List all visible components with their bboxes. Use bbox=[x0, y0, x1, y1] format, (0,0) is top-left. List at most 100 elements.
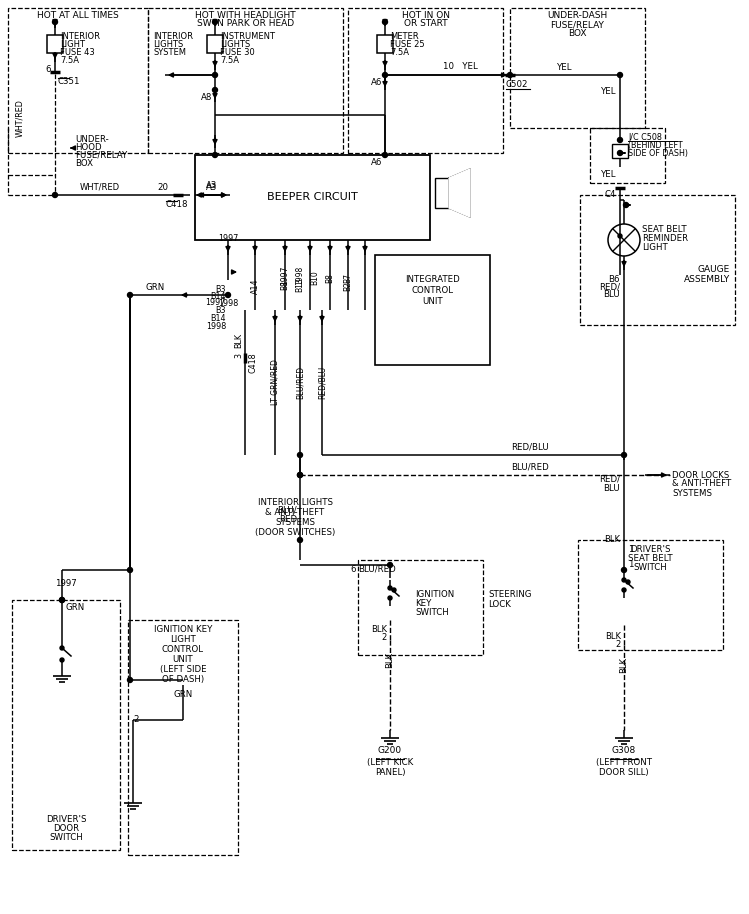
Text: 1997: 1997 bbox=[55, 579, 77, 588]
Circle shape bbox=[297, 452, 303, 458]
Bar bbox=[8, 8, 148, 153]
Text: BLU/RED: BLU/RED bbox=[358, 565, 395, 574]
Text: BLK: BLK bbox=[604, 535, 620, 544]
Text: RED/BLU: RED/BLU bbox=[511, 443, 549, 452]
Circle shape bbox=[383, 153, 387, 157]
Text: 7.5A: 7.5A bbox=[390, 48, 409, 57]
Text: (LEFT SIDE: (LEFT SIDE bbox=[160, 665, 206, 674]
Text: INSTRUMENT: INSTRUMENT bbox=[220, 32, 275, 41]
Text: C418: C418 bbox=[166, 200, 189, 209]
Text: A3: A3 bbox=[206, 183, 218, 192]
Circle shape bbox=[127, 677, 133, 683]
Text: CONTROL: CONTROL bbox=[411, 286, 453, 295]
Text: BLU/: BLU/ bbox=[277, 505, 297, 515]
Circle shape bbox=[387, 562, 392, 568]
Circle shape bbox=[213, 72, 217, 78]
Text: YEL: YEL bbox=[601, 87, 616, 96]
Text: BLK: BLK bbox=[371, 625, 387, 634]
Text: RED/BLU: RED/BLU bbox=[318, 366, 327, 399]
Text: B2: B2 bbox=[344, 282, 353, 291]
Text: DOOR SILL): DOOR SILL) bbox=[599, 768, 649, 777]
Text: FUSE/RELAY: FUSE/RELAY bbox=[75, 151, 127, 160]
Text: UNDER-DASH: UNDER-DASH bbox=[548, 11, 607, 20]
Circle shape bbox=[297, 537, 303, 543]
Circle shape bbox=[297, 473, 303, 477]
Text: A3: A3 bbox=[206, 181, 218, 190]
Text: SWITCH: SWITCH bbox=[49, 833, 83, 842]
Text: 7.5A: 7.5A bbox=[60, 56, 79, 65]
Text: INTEGRATED: INTEGRATED bbox=[405, 275, 460, 284]
Circle shape bbox=[213, 88, 217, 92]
Text: 6: 6 bbox=[351, 565, 356, 574]
Circle shape bbox=[383, 19, 387, 25]
Circle shape bbox=[622, 452, 626, 458]
Polygon shape bbox=[449, 169, 470, 217]
Text: 6: 6 bbox=[46, 66, 51, 75]
Circle shape bbox=[508, 72, 512, 78]
Text: DRIVER'S: DRIVER'S bbox=[46, 815, 86, 824]
Text: (LEFT FRONT: (LEFT FRONT bbox=[596, 758, 652, 767]
Bar bbox=[12, 600, 120, 850]
FancyBboxPatch shape bbox=[612, 144, 628, 158]
Text: LIGHT: LIGHT bbox=[60, 40, 85, 49]
Text: OR START: OR START bbox=[404, 19, 447, 28]
Text: DOOR: DOOR bbox=[53, 824, 79, 833]
Text: GAUGE: GAUGE bbox=[698, 265, 730, 274]
Circle shape bbox=[622, 568, 626, 572]
Text: WHT/RED: WHT/RED bbox=[16, 99, 25, 137]
Text: IGNITION: IGNITION bbox=[415, 590, 454, 599]
Text: 1997: 1997 bbox=[218, 234, 238, 243]
Text: FUSE 25: FUSE 25 bbox=[390, 40, 425, 49]
Circle shape bbox=[60, 658, 64, 662]
Text: 20: 20 bbox=[157, 183, 169, 192]
Text: RED/: RED/ bbox=[599, 282, 620, 291]
Text: (BEHIND LEFT: (BEHIND LEFT bbox=[628, 141, 682, 150]
Bar bbox=[580, 195, 735, 325]
Text: GRN: GRN bbox=[173, 690, 192, 699]
Circle shape bbox=[52, 19, 58, 25]
Text: BLU/RED: BLU/RED bbox=[511, 463, 549, 472]
Bar bbox=[148, 8, 343, 153]
Text: BLK: BLK bbox=[619, 657, 628, 673]
Text: 1998: 1998 bbox=[218, 299, 238, 308]
Text: SYSTEMS: SYSTEMS bbox=[672, 488, 712, 497]
Text: HOT WITH HEADLIGHT: HOT WITH HEADLIGHT bbox=[195, 11, 296, 20]
Text: B13: B13 bbox=[296, 278, 305, 292]
Text: B14: B14 bbox=[210, 292, 226, 301]
Text: B8: B8 bbox=[280, 280, 290, 290]
Circle shape bbox=[618, 234, 622, 238]
Text: PANEL): PANEL) bbox=[374, 768, 405, 777]
Text: 1998: 1998 bbox=[206, 322, 226, 331]
Text: C4: C4 bbox=[604, 190, 616, 199]
Text: METER: METER bbox=[390, 32, 419, 41]
Text: GRN: GRN bbox=[145, 283, 165, 292]
Text: HOT IN ON: HOT IN ON bbox=[401, 11, 449, 20]
Text: G308: G308 bbox=[612, 746, 636, 755]
Text: DRIVER'S: DRIVER'S bbox=[630, 545, 671, 554]
Circle shape bbox=[392, 588, 396, 592]
Text: IGNITION KEY: IGNITION KEY bbox=[154, 625, 212, 634]
Bar bbox=[578, 540, 723, 650]
Text: 2: 2 bbox=[616, 640, 621, 649]
Text: SIDE OF DASH): SIDE OF DASH) bbox=[628, 149, 688, 158]
Circle shape bbox=[622, 578, 626, 582]
Text: 1998: 1998 bbox=[296, 265, 305, 284]
Circle shape bbox=[383, 72, 387, 78]
Text: A6: A6 bbox=[371, 158, 382, 167]
Text: BLU/RED: BLU/RED bbox=[296, 366, 305, 399]
Text: & ANTI-THEFT: & ANTI-THEFT bbox=[265, 508, 324, 517]
Text: & ANTI-THEFT: & ANTI-THEFT bbox=[672, 480, 731, 488]
Bar bbox=[348, 8, 503, 153]
Text: ASSEMBLY: ASSEMBLY bbox=[684, 275, 730, 284]
Text: B7: B7 bbox=[344, 273, 353, 283]
Text: RED/: RED/ bbox=[599, 475, 620, 484]
Text: (LEFT KICK: (LEFT KICK bbox=[367, 758, 413, 767]
Text: 1997: 1997 bbox=[206, 298, 226, 307]
Bar bbox=[47, 35, 63, 53]
Text: 3: 3 bbox=[234, 353, 243, 357]
Text: BOX: BOX bbox=[568, 29, 586, 38]
Text: 1: 1 bbox=[628, 560, 634, 569]
Text: B6: B6 bbox=[608, 275, 620, 284]
Text: DOOR LOCKS: DOOR LOCKS bbox=[672, 471, 730, 480]
Text: B8: B8 bbox=[326, 273, 335, 283]
